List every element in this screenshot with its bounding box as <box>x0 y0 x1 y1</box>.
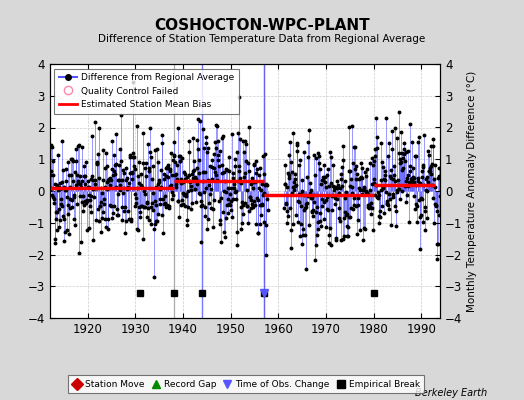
Text: COSHOCTON-WPC-PLANT: COSHOCTON-WPC-PLANT <box>154 18 370 33</box>
Y-axis label: Monthly Temperature Anomaly Difference (°C): Monthly Temperature Anomaly Difference (… <box>466 70 476 312</box>
Text: Berkeley Earth: Berkeley Earth <box>415 388 487 398</box>
Legend: Station Move, Record Gap, Time of Obs. Change, Empirical Break: Station Move, Record Gap, Time of Obs. C… <box>68 376 424 394</box>
Legend: Difference from Regional Average, Quality Control Failed, Estimated Station Mean: Difference from Regional Average, Qualit… <box>54 68 239 114</box>
Text: Difference of Station Temperature Data from Regional Average: Difference of Station Temperature Data f… <box>99 34 425 44</box>
